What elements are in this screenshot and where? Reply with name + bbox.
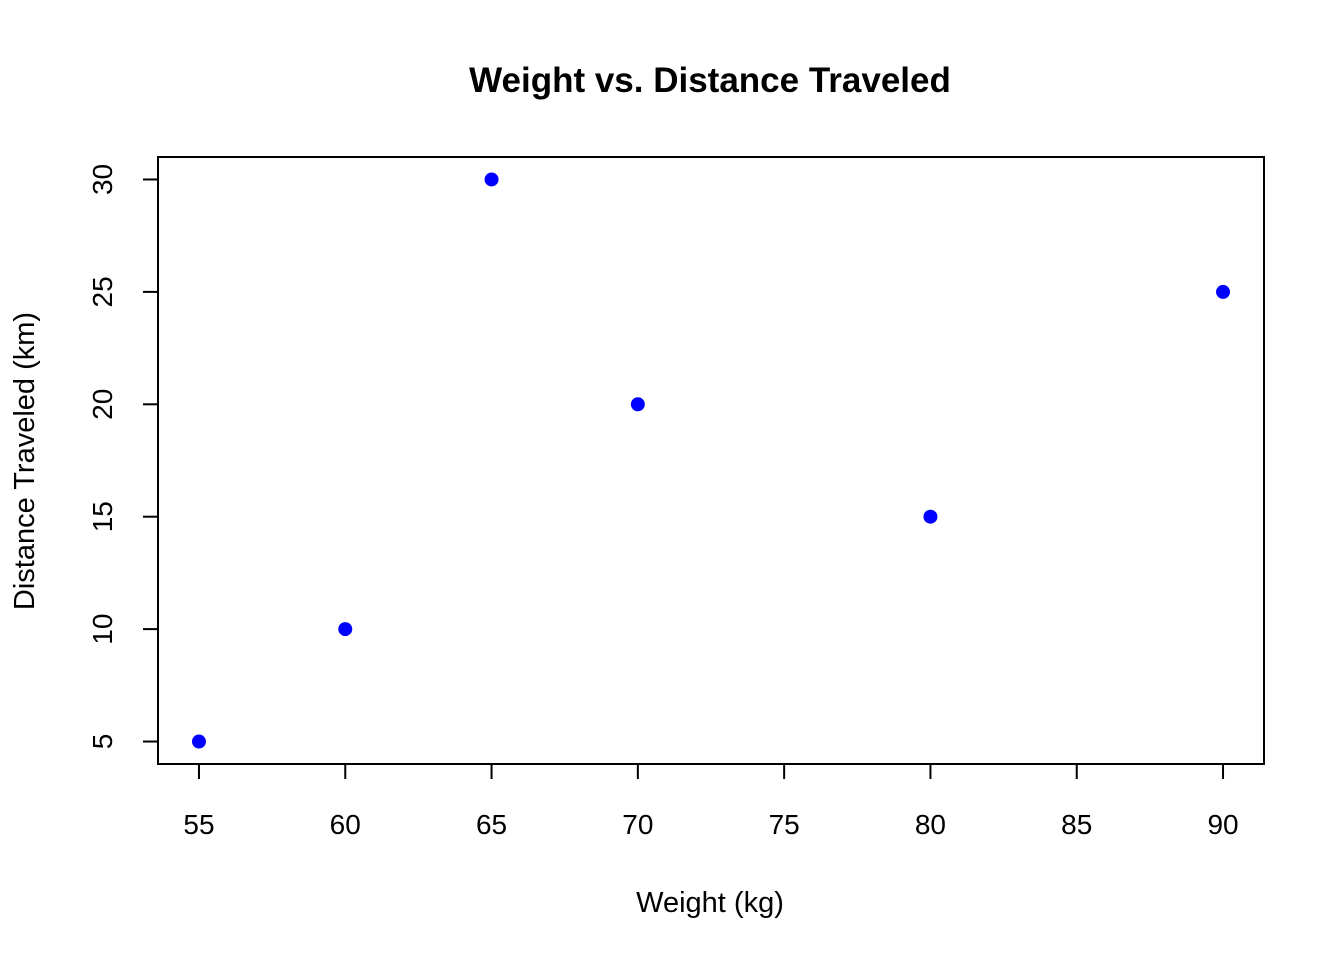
y-tick-label: 20 [87, 389, 118, 420]
x-tick-label: 70 [622, 809, 653, 840]
x-tick-label: 85 [1061, 809, 1092, 840]
x-tick-label: 65 [476, 809, 507, 840]
x-tick-label: 60 [330, 809, 361, 840]
y-tick-label: 15 [87, 501, 118, 532]
y-axis-label: Distance Traveled (km) [9, 312, 41, 610]
data-point [923, 509, 938, 524]
data-point [191, 734, 206, 749]
y-tick-label: 30 [87, 164, 118, 195]
data-points [191, 172, 1231, 749]
data-point [1216, 284, 1231, 299]
y-tick-label: 10 [87, 614, 118, 645]
data-point [630, 397, 645, 412]
x-axis-label: Weight (kg) [636, 887, 784, 919]
x-tick-label: 80 [915, 809, 946, 840]
data-point [338, 622, 353, 637]
data-point [484, 172, 499, 187]
y-tick-label: 5 [87, 734, 118, 750]
y-axis: 5 10 15 20 25 30 [87, 164, 158, 749]
plot-frame [157, 156, 1265, 765]
x-tick-label: 75 [769, 809, 800, 840]
x-axis: 55 60 65 70 75 80 85 90 [183, 764, 1239, 840]
y-tick-label: 25 [87, 276, 118, 307]
x-tick-label: 90 [1207, 809, 1238, 840]
x-tick-label: 55 [183, 809, 214, 840]
chart-title: Weight vs. Distance Traveled [469, 61, 951, 100]
